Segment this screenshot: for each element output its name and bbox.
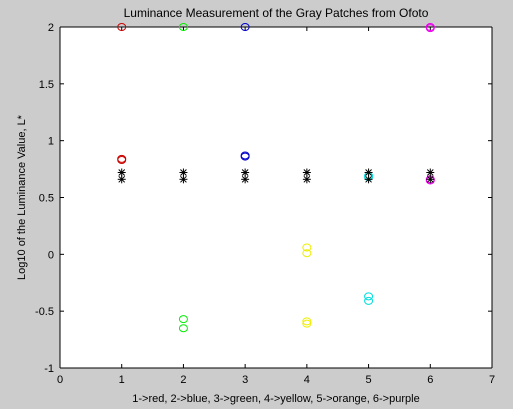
data-point-circle: [302, 249, 312, 258]
data-point-asterisk: [364, 168, 373, 177]
x-tick-label: 2: [180, 374, 186, 386]
chart-title: Luminance Measurement of the Gray Patche…: [124, 6, 429, 20]
data-point-asterisk: [179, 175, 188, 184]
data-point-asterisk: [426, 168, 435, 177]
data-point-circle: [364, 296, 374, 305]
data-point-circle: [425, 24, 435, 33]
x-tick-label: 3: [242, 374, 248, 386]
data-point-circle: [302, 317, 312, 326]
x-tick-label: 4: [304, 374, 310, 386]
data-point-asterisk: [364, 175, 373, 184]
x-tick-label: 0: [57, 374, 63, 386]
data-point-asterisk: [179, 168, 188, 177]
x-tick-label: 5: [366, 374, 372, 386]
x-axis-label: 1->red, 2->blue, 3->green, 4->yellow, 5-…: [132, 393, 419, 405]
y-tick-label: -0.5: [35, 306, 54, 318]
data-point-asterisk: [302, 175, 311, 184]
y-tick-label: 0: [48, 249, 54, 261]
data-point-asterisk: [117, 168, 126, 177]
data-point-asterisk: [117, 175, 126, 184]
plot-area: [60, 27, 492, 368]
data-point-circle: [178, 324, 188, 333]
x-tick-label: 6: [427, 374, 433, 386]
data-point-asterisk: [241, 168, 250, 177]
y-tick-label: 2: [48, 22, 54, 34]
data-point-circle: [178, 315, 188, 324]
data-point-circle: [302, 243, 312, 252]
data-point-circle: [178, 23, 188, 31]
data-point-asterisk: [426, 175, 435, 184]
data-point-circle: [240, 152, 250, 161]
data-point-asterisk: [302, 168, 311, 177]
y-axis-label: Log10 of the Luminance Value, L*: [16, 114, 28, 280]
data-point-circle: [117, 23, 127, 31]
y-tick-label: 1.5: [39, 79, 54, 91]
data-points: [117, 23, 435, 333]
data-point-circle: [240, 23, 250, 31]
y-tick-label: -1: [44, 363, 54, 375]
data-point-circle: [302, 319, 312, 328]
data-point-circle: [117, 155, 127, 164]
data-point-circle: [364, 292, 374, 301]
y-tick-label: 0.5: [39, 193, 54, 205]
x-tick-label: 1: [119, 374, 125, 386]
x-tick-label: 7: [489, 374, 495, 386]
y-tick-label: 1: [48, 136, 54, 148]
data-point-asterisk: [241, 175, 250, 184]
